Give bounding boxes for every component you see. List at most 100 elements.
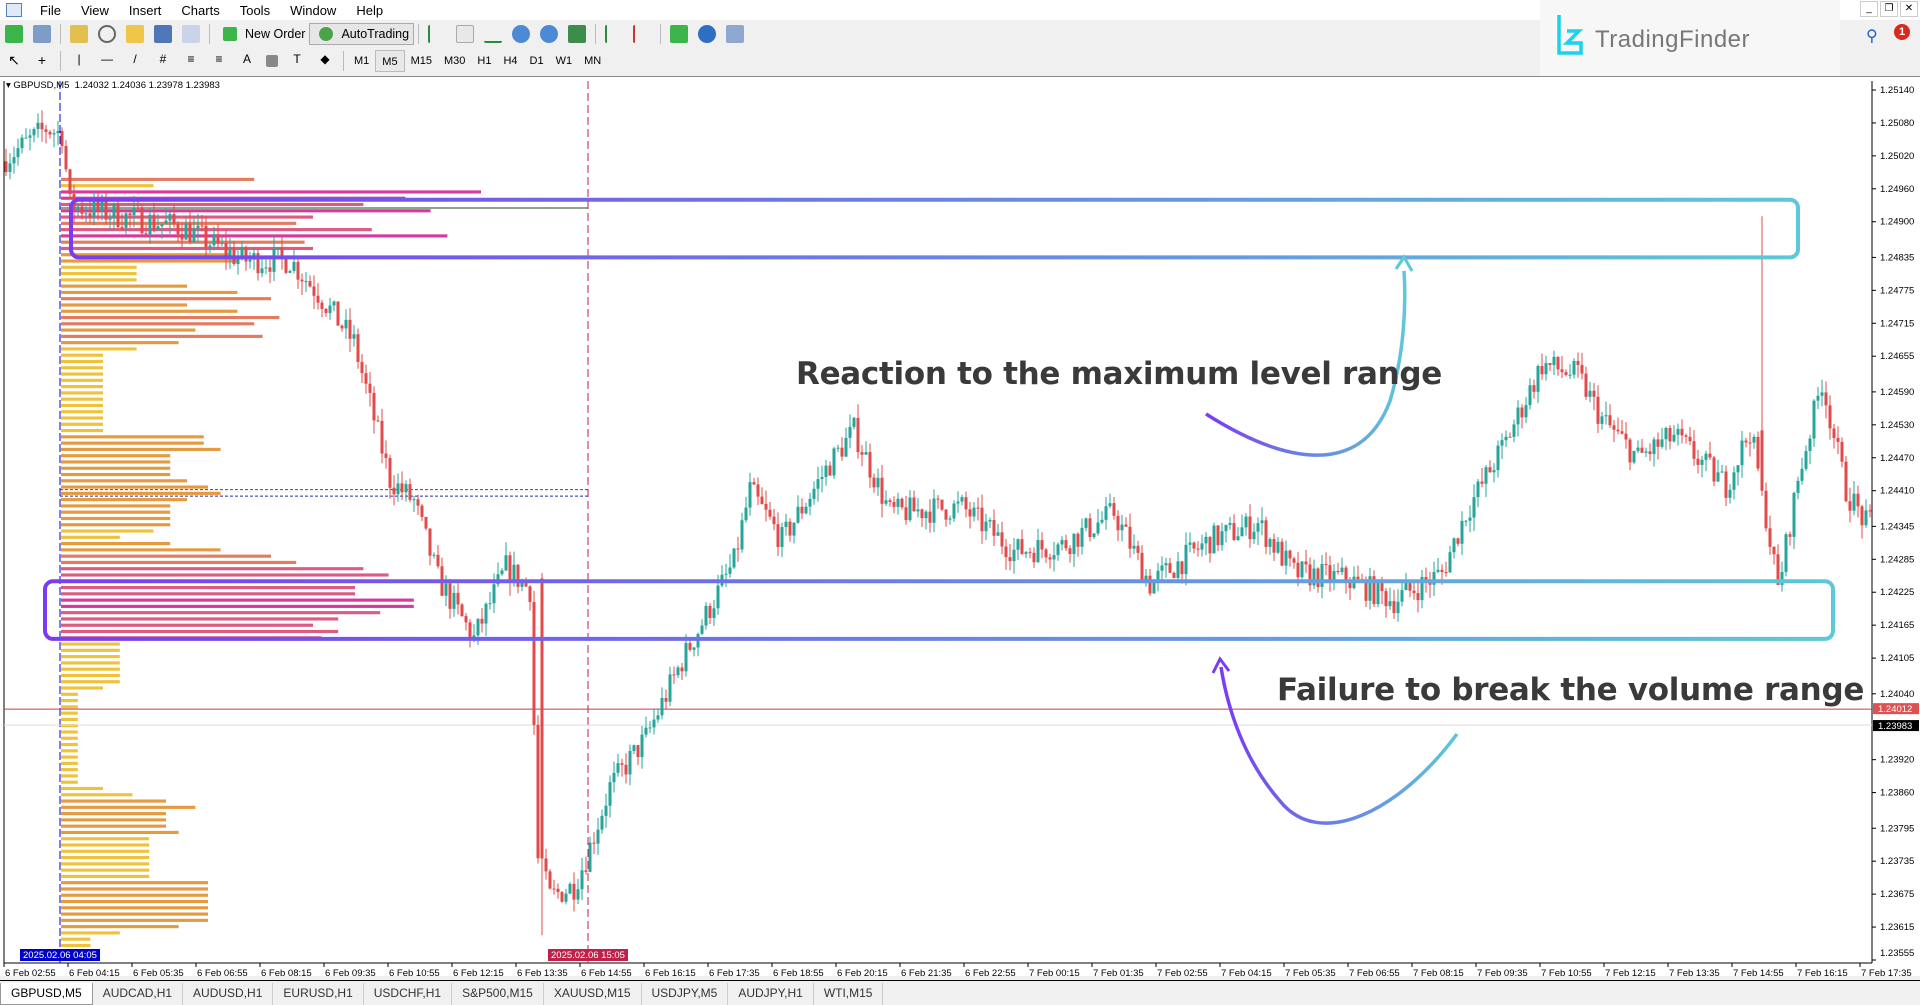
tab-s-p500-m15[interactable]: S&P500,M15 <box>452 983 544 1005</box>
candle-body <box>1520 407 1524 418</box>
timeframe-mn[interactable]: MN <box>584 55 602 67</box>
chart-shift-icon[interactable] <box>605 25 623 43</box>
autoscroll-icon[interactable] <box>633 25 651 43</box>
candle-body <box>1544 363 1548 375</box>
profiles-icon[interactable] <box>33 25 51 43</box>
candle-body <box>632 745 636 751</box>
line-chart-icon[interactable] <box>484 25 503 43</box>
terminal-icon[interactable] <box>154 25 172 43</box>
candle-body <box>1016 539 1020 550</box>
new-chart-icon[interactable] <box>5 25 23 43</box>
tab-usdchf-h1[interactable]: USDCHF,H1 <box>364 983 453 1005</box>
candle-body <box>452 592 456 609</box>
periods-icon[interactable] <box>698 25 717 43</box>
candle-body <box>1156 570 1160 581</box>
zoom-in-icon[interactable] <box>512 25 531 43</box>
menu-tools[interactable]: Tools <box>239 2 271 18</box>
crosshair-icon[interactable]: + <box>37 52 47 68</box>
candle-body <box>1452 538 1456 553</box>
candle-body <box>1168 563 1172 573</box>
candle-body <box>848 426 852 438</box>
menu-help[interactable]: Help <box>356 2 384 18</box>
menu-view[interactable]: View <box>80 2 109 18</box>
search-icon[interactable]: ⚲ <box>1866 28 1878 45</box>
menu-charts[interactable]: Charts <box>181 2 220 18</box>
candle-body <box>804 506 808 514</box>
cursor-icon[interactable]: ↖ <box>8 52 20 68</box>
candle-body <box>1576 360 1580 365</box>
data-window-icon[interactable] <box>98 25 116 43</box>
timeframe-h4[interactable]: H4 <box>503 55 518 67</box>
menu-window[interactable]: Window <box>290 2 337 18</box>
candlestick-icon[interactable] <box>456 25 475 43</box>
timeframe-m15[interactable]: M15 <box>410 55 432 67</box>
restore-icon[interactable]: ❐ <box>1880 1 1898 17</box>
notification-badge[interactable]: 1 <box>1894 24 1910 40</box>
arrowhead-up-icon <box>1394 254 1414 272</box>
navigator-icon[interactable] <box>126 25 144 43</box>
candle-body <box>1856 493 1860 507</box>
chart-window[interactable]: ▾ GBPUSD,M5 1.24032 1.24036 1.23978 1.23… <box>0 76 1920 979</box>
indicators-icon[interactable] <box>670 25 689 43</box>
y-tick-label: 1.23555 <box>1880 948 1914 959</box>
autotrading-button[interactable]: AutoTrading <box>309 23 415 45</box>
candle-body <box>1224 525 1228 532</box>
candle-body <box>392 487 396 495</box>
strategy-tester-icon[interactable] <box>182 25 200 43</box>
tab-eurusd-h1[interactable]: EURUSD,H1 <box>273 983 364 1005</box>
tab-usdjpy-m5[interactable]: USDJPY,M5 <box>642 983 729 1005</box>
fibonacci-fan-icon[interactable]: ≡ <box>187 52 195 66</box>
menu-insert[interactable]: Insert <box>128 2 162 18</box>
volume-profile-bar <box>61 240 305 244</box>
candle-body <box>1848 501 1852 511</box>
timeframe-h1[interactable]: H1 <box>477 55 492 67</box>
bar-chart-icon[interactable] <box>428 25 446 43</box>
candle-body <box>1644 451 1648 453</box>
new-order-button[interactable]: New Order <box>214 23 309 45</box>
tile-windows-icon[interactable] <box>568 25 587 43</box>
trendline-icon[interactable]: / <box>133 52 137 66</box>
timeframe-d1[interactable]: D1 <box>529 55 544 67</box>
text-label-icon[interactable]: T <box>293 52 301 66</box>
y-tick-label: 1.23735 <box>1880 856 1914 867</box>
candle-body <box>580 870 584 890</box>
candle-body <box>988 519 992 522</box>
y-tick-label: 1.24835 <box>1880 252 1914 263</box>
market-watch-icon[interactable] <box>70 25 88 43</box>
timeframe-m1[interactable]: M1 <box>354 55 370 67</box>
templates-icon[interactable] <box>726 25 745 43</box>
volume-profile-bar <box>61 416 103 420</box>
candle-body <box>1700 459 1704 465</box>
menu-file[interactable]: File <box>40 2 61 18</box>
vertical-line-icon[interactable]: | <box>77 52 81 66</box>
candle-body <box>328 305 332 314</box>
zoom-out-icon[interactable] <box>540 25 559 43</box>
arrows-icon[interactable]: ◆ <box>320 52 330 66</box>
candle-body <box>1160 565 1164 571</box>
candle-body <box>1032 552 1036 563</box>
candle-body <box>304 281 308 283</box>
candle-body <box>1560 369 1564 373</box>
horizontal-line-icon[interactable]: — <box>101 52 113 66</box>
tab-xauusd-m15[interactable]: XAUUSD,M15 <box>544 983 642 1005</box>
text-icon[interactable]: A <box>242 52 251 66</box>
minimize-icon[interactable]: _ <box>1860 1 1878 17</box>
rectangle-icon[interactable] <box>266 55 278 67</box>
timeframe-w1[interactable]: W1 <box>555 55 573 67</box>
tab-gbpusd-m5[interactable]: GBPUSD,M5 <box>0 983 93 1005</box>
equidistant-channel-icon[interactable]: # <box>159 52 167 66</box>
volume-profile-bar <box>61 837 150 841</box>
candle-body <box>1724 471 1728 498</box>
tab-audusd-h1[interactable]: AUDUSD,H1 <box>183 983 274 1005</box>
candle-body <box>1432 571 1436 585</box>
timeframe-m30[interactable]: M30 <box>443 55 466 67</box>
fibonacci-retracement-icon[interactable]: ≡ <box>215 52 223 66</box>
candle-body <box>40 122 44 130</box>
candle-body <box>1616 429 1620 432</box>
timeframe-m5[interactable]: M5 <box>375 50 405 72</box>
candle-body <box>208 245 212 248</box>
tab-audcad-h1[interactable]: AUDCAD,H1 <box>93 983 184 1005</box>
tab-audjpy-h1[interactable]: AUDJPY,H1 <box>728 983 814 1005</box>
tab-wti-m15[interactable]: WTI,M15 <box>814 983 884 1005</box>
close-icon[interactable]: ✕ <box>1900 1 1918 17</box>
